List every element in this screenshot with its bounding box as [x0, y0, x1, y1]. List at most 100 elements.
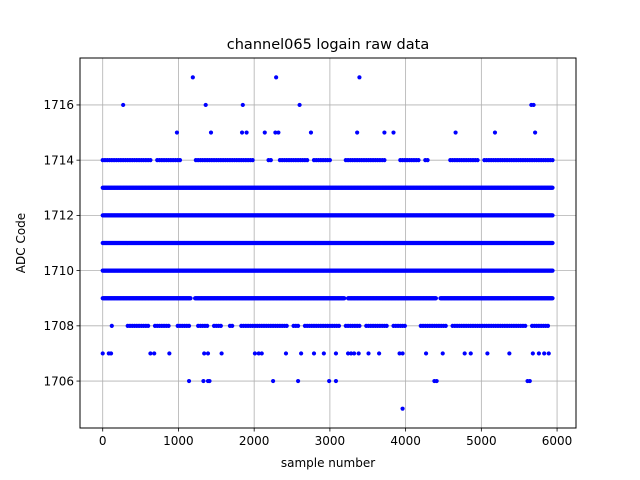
- data-point: [400, 406, 405, 411]
- data-point: [423, 351, 429, 356]
- x-tick-label: 3000: [315, 434, 346, 448]
- x-tick-label: 5000: [466, 434, 497, 448]
- data-point: [402, 323, 407, 328]
- data-point: [274, 75, 279, 80]
- data-point: [100, 351, 105, 356]
- y-tick-label: 1710: [43, 264, 74, 278]
- data-point: [356, 351, 361, 356]
- data-point: [295, 378, 301, 384]
- plot-frame: [79, 57, 577, 429]
- data-point: [240, 102, 245, 108]
- data-point: [345, 351, 351, 356]
- data-point: [186, 378, 192, 384]
- y-axis-label: ADC Code: [14, 213, 28, 273]
- data-point: [333, 378, 339, 384]
- data-point: [262, 130, 267, 135]
- data-point: [148, 351, 153, 356]
- data-point: [250, 158, 255, 163]
- data-point: [299, 351, 304, 356]
- data-point: [357, 75, 362, 80]
- data-point: [425, 158, 430, 163]
- data-point: [355, 130, 360, 135]
- y-tick-label: 1706: [43, 374, 74, 388]
- data-point: [468, 351, 473, 356]
- data-point: [550, 213, 555, 218]
- data-point: [230, 323, 235, 328]
- data-point: [252, 351, 258, 356]
- data-point: [239, 130, 245, 135]
- data-point: [391, 130, 396, 135]
- data-point: [536, 351, 541, 356]
- data-point: [382, 130, 387, 135]
- data-point: [349, 351, 354, 356]
- y-tick-label: 1716: [43, 98, 74, 112]
- data-point: [203, 102, 208, 108]
- data-point: [244, 130, 249, 135]
- data-point: [273, 130, 278, 135]
- data-point: [352, 351, 357, 356]
- data-point: [546, 351, 551, 356]
- y-tick-label: 1712: [43, 209, 74, 223]
- data-point: [533, 130, 538, 135]
- data-point: [205, 323, 210, 328]
- data-point: [440, 351, 445, 356]
- data-point: [357, 323, 362, 328]
- data-point: [550, 158, 555, 163]
- data-point: [177, 158, 183, 163]
- data-point: [523, 323, 528, 328]
- data-point: [550, 296, 555, 301]
- data-point: [530, 351, 535, 356]
- x-axis-label: sample number: [281, 456, 375, 470]
- data-point: [109, 323, 114, 328]
- data-point: [400, 351, 405, 356]
- data-point: [336, 323, 342, 328]
- data-point: [366, 351, 371, 356]
- data-point: [276, 130, 281, 135]
- data-point: [434, 378, 439, 384]
- data-point: [152, 351, 157, 356]
- data-point: [174, 130, 180, 135]
- data-point: [218, 323, 223, 328]
- data-point: [305, 158, 310, 163]
- x-tick-label: 4000: [390, 434, 421, 448]
- data-point: [208, 130, 214, 135]
- data-point: [342, 296, 347, 301]
- data-point: [453, 130, 458, 135]
- x-tick-label: 0: [99, 434, 107, 448]
- data-point: [311, 351, 317, 356]
- x-tick-label: 2000: [239, 434, 270, 448]
- data-point: [166, 323, 171, 328]
- data-point: [295, 323, 301, 328]
- data-point: [333, 351, 339, 356]
- x-tick-label: 1000: [163, 434, 194, 448]
- data-point: [384, 323, 389, 328]
- data-point: [531, 102, 536, 108]
- data-point: [542, 351, 547, 356]
- y-tick-label: 1708: [43, 319, 74, 333]
- data-point: [146, 323, 151, 328]
- data-point: [416, 158, 421, 163]
- data-point: [433, 296, 439, 301]
- data-point: [527, 378, 532, 384]
- data-point: [167, 351, 172, 356]
- data-point: [205, 351, 211, 356]
- data-point: [188, 296, 193, 301]
- data-point: [207, 378, 212, 384]
- data-point: [121, 102, 126, 108]
- chart-title: channel065 logain raw data: [227, 37, 429, 53]
- y-tick-label: 1714: [43, 153, 74, 167]
- data-point: [382, 158, 387, 163]
- data-point: [550, 268, 555, 273]
- data-point: [259, 351, 264, 356]
- data-point: [219, 351, 224, 356]
- data-point: [475, 158, 480, 163]
- data-point: [327, 378, 332, 384]
- data-point: [443, 323, 448, 328]
- data-point: [268, 158, 273, 163]
- data-points: [100, 75, 555, 411]
- data-point: [485, 351, 490, 356]
- data-point: [108, 351, 114, 356]
- axis-ticks: 0 1000 2000 3000 4000 5000 6000 1706 1708 1710 171…: [43, 98, 572, 448]
- data-point: [327, 158, 332, 163]
